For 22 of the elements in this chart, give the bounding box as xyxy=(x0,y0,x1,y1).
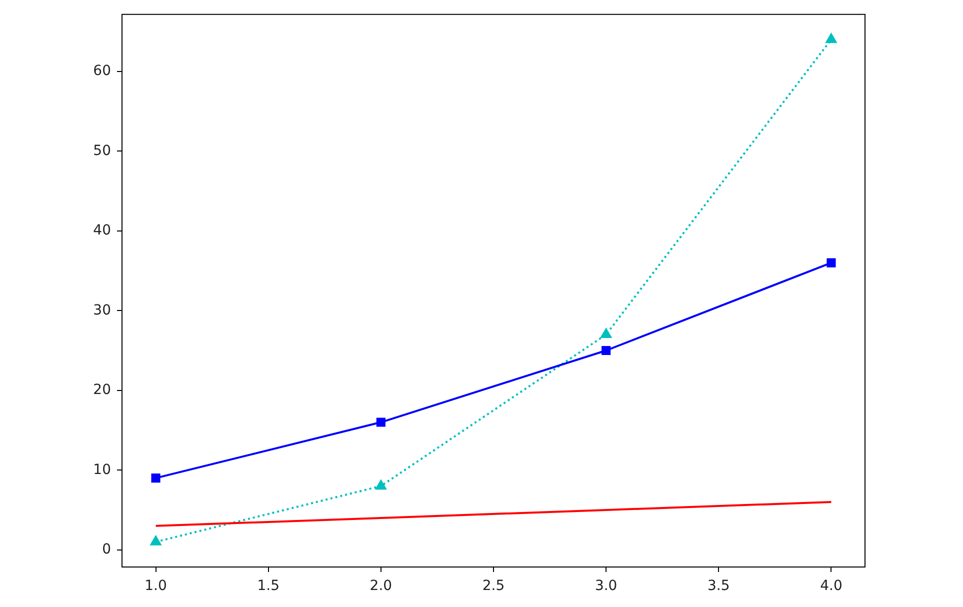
y-tick-label: 0 xyxy=(102,541,111,558)
x-tick-label: 4.0 xyxy=(820,578,842,594)
point xyxy=(150,536,162,546)
point xyxy=(376,480,386,490)
point xyxy=(826,258,836,268)
point xyxy=(826,34,837,44)
y-tick-label: 40 xyxy=(93,222,111,239)
point xyxy=(376,418,386,427)
y-tick-label: 50 xyxy=(93,142,111,159)
x-tick-label: 1.5 xyxy=(257,578,280,594)
y-tick-label: 10 xyxy=(93,462,111,478)
x-tick-label: 3.5 xyxy=(708,578,730,594)
point xyxy=(151,474,160,483)
x-tick-label: 2.5 xyxy=(482,578,505,594)
point xyxy=(600,328,612,338)
x-tick-label: 2.0 xyxy=(370,578,392,594)
y-tick-label: 20 xyxy=(93,382,111,398)
y-tick-label: 60 xyxy=(93,63,111,80)
point xyxy=(602,346,611,356)
x-tick-label: 3.0 xyxy=(594,578,618,594)
y-tick-label: 30 xyxy=(93,302,111,318)
x-tick-label: 1.0 xyxy=(144,578,167,594)
